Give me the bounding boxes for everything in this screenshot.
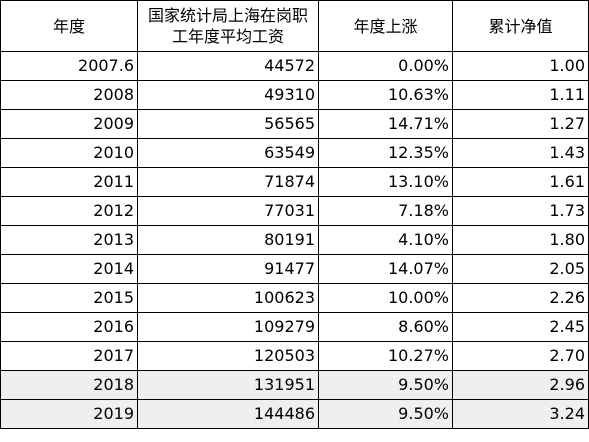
- growth-cell: 7.18%: [318, 196, 453, 226]
- growth-cell: 10.63%: [318, 80, 453, 110]
- salary-table: 年度 国家统计局上海在岗职工年度平均工资 年度上涨 累计净值 2007.6 445…: [0, 0, 589, 429]
- growth-cell: 13.10%: [318, 167, 453, 197]
- year-cell: 2009: [0, 109, 138, 139]
- growth-cell: 0.00%: [318, 51, 453, 81]
- salary-cell: 49310: [137, 80, 319, 110]
- table-row: 2009 56565 14.71% 1.27: [0, 109, 589, 139]
- growth-cell: 10.00%: [318, 283, 453, 313]
- nav-cell: 1.43: [452, 138, 589, 168]
- nav-cell: 2.26: [452, 283, 589, 313]
- growth-cell: 10.27%: [318, 341, 453, 371]
- growth-cell: 12.35%: [318, 138, 453, 168]
- growth-cell: 9.50%: [318, 370, 453, 400]
- table-row: 2013 80191 4.10% 1.80: [0, 225, 589, 255]
- table-row: 2018 131951 9.50% 2.96: [0, 370, 589, 400]
- year-cell: 2007.6: [0, 51, 138, 81]
- table-row: 2010 63549 12.35% 1.43: [0, 138, 589, 168]
- table-row: 2008 49310 10.63% 1.11: [0, 80, 589, 110]
- nav-cell: 1.11: [452, 80, 589, 110]
- salary-cell: 80191: [137, 225, 319, 255]
- year-cell: 2011: [0, 167, 138, 197]
- year-cell: 2018: [0, 370, 138, 400]
- nav-cell: 1.27: [452, 109, 589, 139]
- salary-cell: 71874: [137, 167, 319, 197]
- salary-cell: 131951: [137, 370, 319, 400]
- header-annual-growth: 年度上涨: [318, 0, 453, 52]
- year-cell: 2015: [0, 283, 138, 313]
- table-row: 2019 144486 9.50% 3.24: [0, 399, 589, 429]
- year-cell: 2010: [0, 138, 138, 168]
- year-cell: 2014: [0, 254, 138, 284]
- year-cell: 2008: [0, 80, 138, 110]
- nav-cell: 2.45: [452, 312, 589, 342]
- nav-cell: 2.05: [452, 254, 589, 284]
- growth-cell: 8.60%: [318, 312, 453, 342]
- salary-cell: 100623: [137, 283, 319, 313]
- salary-cell: 44572: [137, 51, 319, 81]
- table-body: 2007.6 44572 0.00% 1.00 2008 49310 10.63% 1.11 2…: [0, 51, 589, 429]
- table-row: 2015 100623 10.00% 2.26: [0, 283, 589, 313]
- header-average-salary: 国家统计局上海在岗职工年度平均工资: [137, 0, 319, 52]
- nav-cell: 3.24: [452, 399, 589, 429]
- nav-cell: 1.61: [452, 167, 589, 197]
- salary-cell: 56565: [137, 109, 319, 139]
- nav-cell: 1.80: [452, 225, 589, 255]
- salary-cell: 63549: [137, 138, 319, 168]
- year-cell: 2012: [0, 196, 138, 226]
- nav-cell: 1.73: [452, 196, 589, 226]
- table-row: 2012 77031 7.18% 1.73: [0, 196, 589, 226]
- year-cell: 2013: [0, 225, 138, 255]
- nav-cell: 2.70: [452, 341, 589, 371]
- nav-cell: 1.00: [452, 51, 589, 81]
- table-row: 2007.6 44572 0.00% 1.00: [0, 51, 589, 81]
- growth-cell: 14.07%: [318, 254, 453, 284]
- growth-cell: 9.50%: [318, 399, 453, 429]
- header-cumulative-nav: 累计净值: [452, 0, 589, 52]
- header-year: 年度: [0, 0, 138, 52]
- salary-cell: 120503: [137, 341, 319, 371]
- growth-cell: 14.71%: [318, 109, 453, 139]
- salary-cell: 109279: [137, 312, 319, 342]
- salary-cell: 77031: [137, 196, 319, 226]
- nav-cell: 2.96: [452, 370, 589, 400]
- table-row: 2016 109279 8.60% 2.45: [0, 312, 589, 342]
- table-row: 2011 71874 13.10% 1.61: [0, 167, 589, 197]
- salary-cell: 91477: [137, 254, 319, 284]
- header-row: 年度 国家统计局上海在岗职工年度平均工资 年度上涨 累计净值: [0, 0, 589, 52]
- growth-cell: 4.10%: [318, 225, 453, 255]
- year-cell: 2019: [0, 399, 138, 429]
- table-row: 2017 120503 10.27% 2.70: [0, 341, 589, 371]
- year-cell: 2017: [0, 341, 138, 371]
- salary-cell: 144486: [137, 399, 319, 429]
- year-cell: 2016: [0, 312, 138, 342]
- table-row: 2014 91477 14.07% 2.05: [0, 254, 589, 284]
